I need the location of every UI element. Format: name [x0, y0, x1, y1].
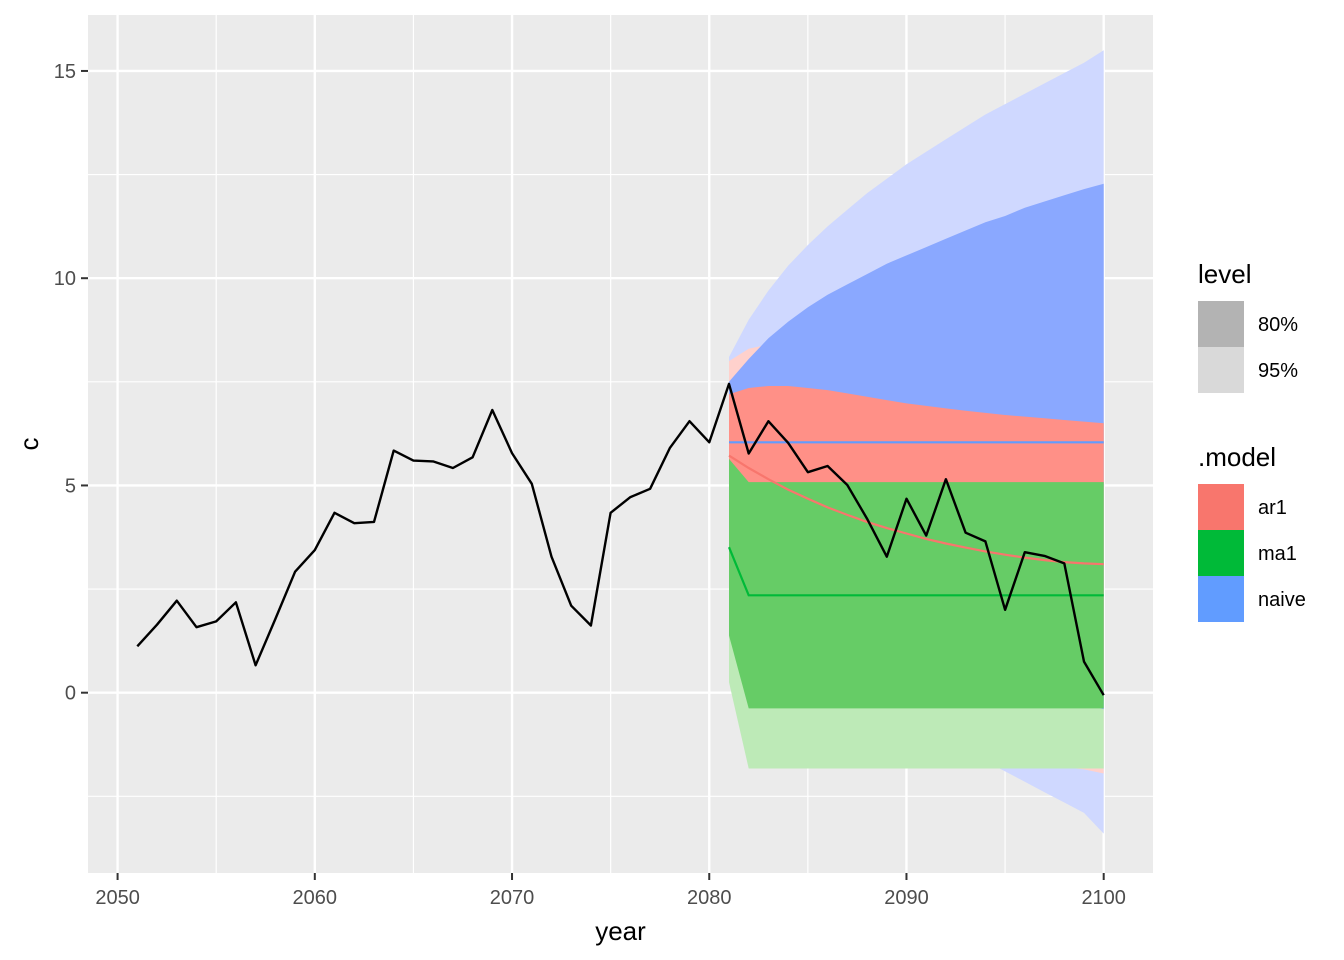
y-tick-label: 15 — [54, 61, 76, 83]
x-axis-title: year — [595, 916, 646, 946]
legend-label: naive — [1258, 589, 1306, 611]
legend-label: ma1 — [1258, 543, 1297, 565]
legend-key-ma1 — [1198, 530, 1244, 576]
ma1-band-80 — [729, 458, 1104, 709]
y-tick-label: 10 — [54, 268, 76, 290]
legend-title: .model — [1198, 442, 1276, 472]
legend-key-ar1 — [1198, 484, 1244, 530]
x-tick-label: 2060 — [293, 887, 338, 909]
y-tick-label: 0 — [65, 683, 76, 705]
forecast-lines — [727, 441, 1104, 597]
observed-series — [136, 382, 1105, 696]
legend-label: 80% — [1258, 314, 1298, 336]
legend-title: level — [1198, 259, 1251, 289]
x-tick-label: 2100 — [1081, 887, 1126, 909]
x-tick-label: 2070 — [490, 887, 535, 909]
axes: 2050 2060 2070 2080 2090 2100 0 5 10 15 — [54, 61, 1126, 909]
legend-label: ar1 — [1258, 497, 1287, 519]
y-tick-label: 5 — [65, 475, 76, 497]
observed-line — [136, 382, 1105, 696]
legend-key-naive — [1198, 576, 1244, 622]
legend: level 80% 95% .model ar1 ma1 naive — [1198, 259, 1306, 622]
x-tick-label: 2080 — [687, 887, 732, 909]
ma1-mean-line — [727, 546, 1104, 597]
y-axis-title: c — [14, 438, 44, 451]
x-tick-label: 2090 — [884, 887, 929, 909]
legend-label: 95% — [1258, 360, 1298, 382]
legend-key-95% — [1198, 347, 1244, 393]
legend-key-80% — [1198, 301, 1244, 347]
ar1-mean-line — [728, 454, 1104, 566]
x-tick-label: 2050 — [95, 887, 140, 909]
